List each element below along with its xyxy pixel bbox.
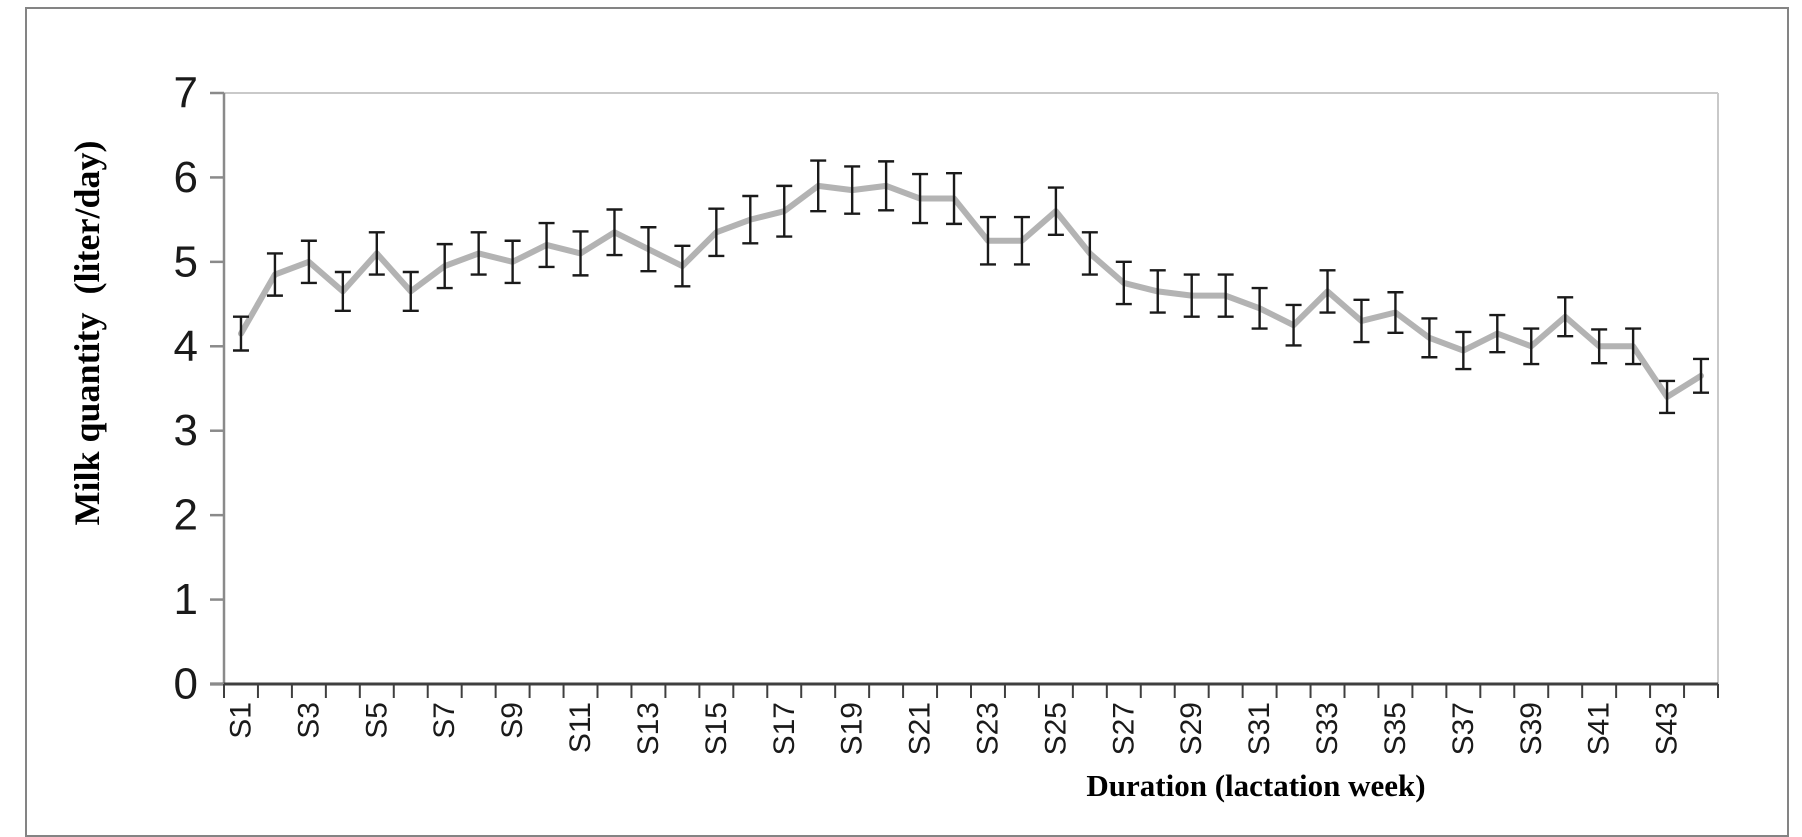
x-tick-label: S3 [292, 702, 325, 739]
y-tick-label: 4 [174, 322, 198, 371]
x-tick-label: S1 [224, 702, 257, 739]
x-tick-label: S37 [1447, 702, 1480, 755]
milk-quantity-series-line [237, 182, 1705, 400]
x-tick-label: S11 [564, 702, 597, 753]
y-tick-label: 0 [174, 660, 198, 709]
x-axis-title: Duration (lactation week) [1086, 768, 1426, 803]
x-tick-label: S41 [1583, 702, 1616, 755]
x-tick-label: S29 [1175, 702, 1208, 755]
x-tick-label: S19 [836, 702, 869, 755]
x-tick-label: S7 [428, 702, 461, 739]
x-tick-label: S17 [768, 702, 801, 755]
x-tick-label: S21 [904, 702, 937, 755]
x-tick-label: S13 [632, 702, 665, 755]
y-tick-label: 1 [174, 575, 198, 624]
milk-quantity-line-chart: 0 1 2 3 4 5 6 7 S1 S3 S5 S7 S9 S11 S13 S15 S17 S19 S21 S23 S… [174, 69, 1719, 755]
x-tick-label: S9 [496, 702, 529, 739]
x-tick-label: S31 [1243, 702, 1276, 755]
x-tick-label: S35 [1379, 702, 1412, 755]
x-tick-label: S25 [1039, 702, 1072, 755]
x-tick-label: S43 [1651, 702, 1684, 755]
y-tick-label: 2 [174, 491, 198, 540]
y-tick-label: 7 [174, 69, 198, 118]
x-tick-label: S15 [700, 702, 733, 755]
x-tick-label: S33 [1311, 702, 1344, 755]
y-tick-label: 6 [174, 153, 198, 202]
y-tick-label: 5 [174, 237, 198, 286]
figure-border [25, 7, 1789, 837]
x-tick-label: S39 [1515, 702, 1548, 755]
x-tick-label: S23 [971, 702, 1004, 755]
y-tick-label: 3 [174, 406, 198, 455]
x-tick-label: S27 [1107, 702, 1140, 755]
y-axis-title: Milk quantity (liter/day) [67, 140, 107, 526]
x-tick-label: S5 [360, 702, 393, 739]
